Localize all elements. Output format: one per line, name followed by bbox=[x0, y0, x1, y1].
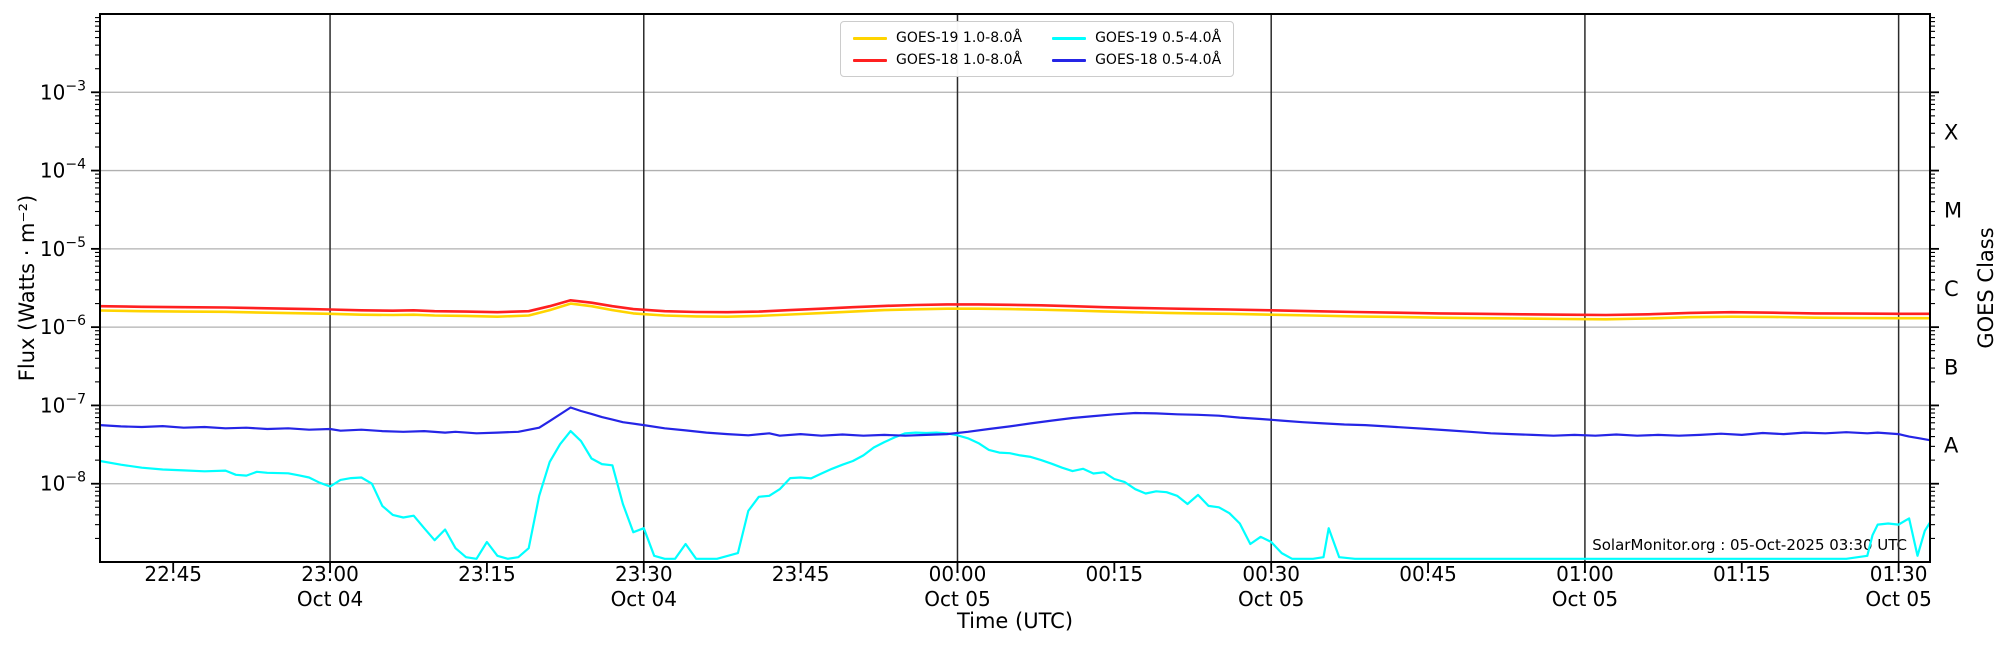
legend-label: GOES-19 0.5-4.0Å bbox=[1095, 30, 1222, 46]
series-goes-18-1-0-8-0- bbox=[100, 299, 1930, 317]
goes-class-letter: A bbox=[1944, 434, 1959, 458]
x-tick-label: 01:30 bbox=[1870, 562, 1928, 586]
y-tick-label: 10−6 bbox=[40, 313, 86, 339]
goes-class-letter: B bbox=[1944, 355, 1958, 379]
x-tick-date: Oct 04 bbox=[611, 587, 677, 611]
y-tick-label: 10−5 bbox=[40, 235, 86, 261]
x-tick-date: Oct 05 bbox=[924, 587, 990, 611]
x-tick-label: 01:15 bbox=[1713, 562, 1771, 586]
plot-frame bbox=[99, 13, 1931, 563]
x-tick-label: 23:30 bbox=[615, 562, 673, 586]
goes-class-letter: M bbox=[1944, 199, 1962, 223]
x-tick-label: 00:30 bbox=[1242, 562, 1300, 586]
x-tick-date: Oct 05 bbox=[1865, 587, 1931, 611]
x-tick-label: 01:00 bbox=[1556, 562, 1614, 586]
goes-class-letter: C bbox=[1944, 277, 1959, 301]
y-tick-label: 10−8 bbox=[40, 470, 86, 496]
y-axis-label-goes-class: GOES Class bbox=[1974, 227, 1998, 349]
legend-color-swatch bbox=[853, 58, 887, 62]
legend-color-swatch bbox=[1052, 58, 1087, 62]
legend-item: GOES-19 0.5-4.0Å bbox=[1052, 28, 1221, 48]
x-tick-date: Oct 05 bbox=[1238, 587, 1304, 611]
x-tick-label: 23:15 bbox=[458, 562, 516, 586]
legend-label: GOES-19 1.0-8.0Å bbox=[896, 30, 1023, 46]
x-tick-label: 23:45 bbox=[772, 562, 830, 586]
series-goes-19-0-5-4-0- bbox=[100, 430, 1930, 560]
y-axis-label-flux: Flux (Watts · m⁻²) bbox=[15, 194, 39, 382]
goes-class-letter: X bbox=[1944, 120, 1958, 144]
x-tick-label: 23:00 bbox=[301, 562, 359, 586]
y-tick-label: 10−4 bbox=[40, 157, 86, 183]
x-tick-date: Oct 05 bbox=[1552, 587, 1618, 611]
y-tick-label: 10−7 bbox=[40, 391, 86, 417]
x-axis-label-time: Time (UTC) bbox=[956, 609, 1074, 633]
legend-item: GOES-18 1.0-8.0Å bbox=[853, 50, 1022, 70]
attribution-text: SolarMonitor.org : 05-Oct-2025 03:30 UTC bbox=[1592, 536, 1907, 554]
legend-item: GOES-18 0.5-4.0Å bbox=[1052, 50, 1221, 70]
legend-item: GOES-19 1.0-8.0Å bbox=[853, 28, 1022, 48]
legend: GOES-19 1.0-8.0Å GOES-18 1.0-8.0Å GOES-19 … bbox=[840, 21, 1235, 77]
x-tick-date: Oct 04 bbox=[297, 587, 363, 611]
series-goes-18-0-5-4-0- bbox=[100, 406, 1930, 442]
legend-color-swatch bbox=[1052, 36, 1087, 40]
series-group bbox=[100, 299, 1930, 560]
x-tick-label: 22:45 bbox=[144, 562, 202, 586]
legend-label: GOES-18 1.0-8.0Å bbox=[896, 52, 1023, 68]
x-tick-label: 00:00 bbox=[929, 562, 987, 586]
x-tick-label: 00:15 bbox=[1086, 562, 1144, 586]
series-goes-19-1-0-8-0- bbox=[100, 302, 1930, 321]
legend-color-swatch bbox=[853, 36, 887, 40]
x-tick-label: 00:45 bbox=[1399, 562, 1457, 586]
legend-label: GOES-18 0.5-4.0Å bbox=[1095, 52, 1222, 68]
y-tick-label: 10−3 bbox=[40, 78, 86, 104]
